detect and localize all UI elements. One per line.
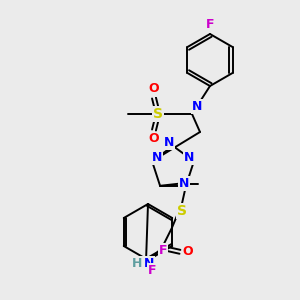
Text: N: N [144,257,154,270]
Text: O: O [149,133,159,146]
Text: H: H [132,257,142,270]
Text: O: O [149,82,159,95]
Text: F: F [148,263,156,277]
Text: N: N [152,151,162,164]
Text: N: N [184,151,194,164]
Text: F: F [159,244,167,256]
Text: F: F [206,19,214,32]
Text: N: N [164,136,174,148]
Text: S: S [153,107,163,121]
Text: S: S [177,204,187,218]
Text: N: N [192,100,202,112]
Text: O: O [183,245,193,258]
Text: N: N [179,177,189,190]
